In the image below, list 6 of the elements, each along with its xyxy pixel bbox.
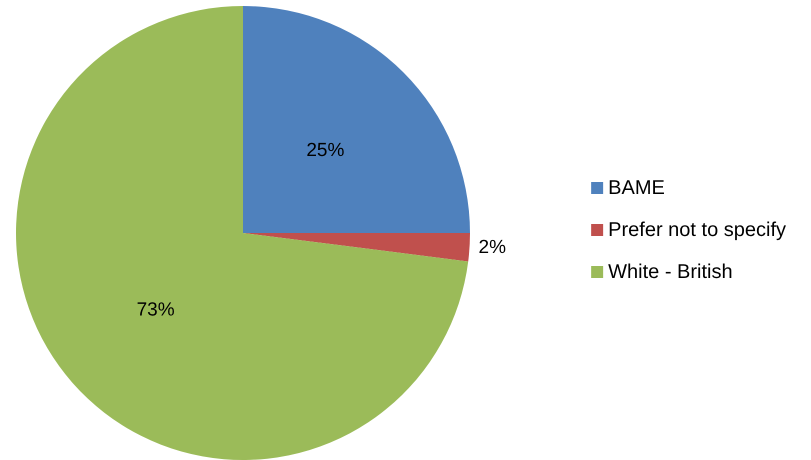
data-label: 73%	[136, 300, 175, 321]
legend-label: Prefer not to specify	[608, 219, 786, 241]
data-label: 2%	[478, 237, 506, 258]
legend-label: White - British	[608, 261, 733, 283]
legend-label: BAME	[608, 177, 665, 199]
data-label: 25%	[306, 140, 344, 162]
